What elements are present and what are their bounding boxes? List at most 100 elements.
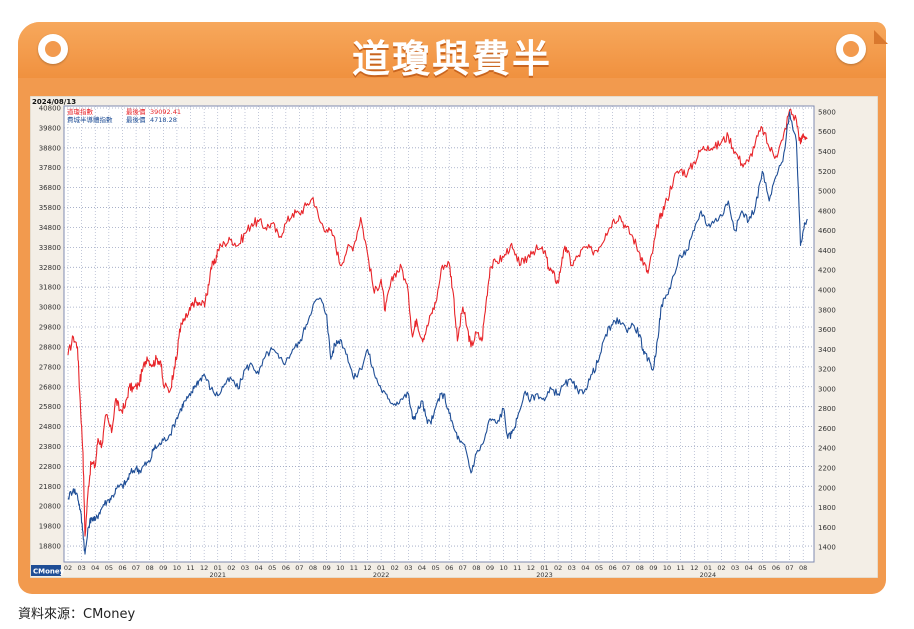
month-tick-label: 02 bbox=[391, 564, 399, 572]
legend-value-label: 最後價 bbox=[126, 107, 146, 116]
month-tick-label: 12 bbox=[690, 564, 698, 572]
left-tick-label: 39800 bbox=[39, 124, 61, 132]
left-tick-label: 32800 bbox=[39, 264, 61, 272]
banner-fold bbox=[874, 30, 888, 44]
right-tick-label: 3800 bbox=[818, 306, 836, 314]
right-tick-label: 5800 bbox=[818, 108, 836, 116]
month-tick-label: 06 bbox=[118, 564, 126, 572]
month-tick-label: 04 bbox=[254, 564, 262, 572]
month-tick-label: 07 bbox=[622, 564, 630, 572]
year-tick-label: 2023 bbox=[536, 571, 553, 578]
month-tick-label: 09 bbox=[159, 564, 167, 572]
right-tick-label: 2200 bbox=[818, 465, 836, 473]
month-tick-label: 08 bbox=[146, 564, 154, 572]
month-tick-label: 06 bbox=[282, 564, 290, 572]
left-tick-label: 20800 bbox=[39, 503, 61, 511]
right-tick-label: 5400 bbox=[818, 148, 836, 156]
month-tick-label: 05 bbox=[268, 564, 276, 572]
month-tick-label: 07 bbox=[295, 564, 303, 572]
month-tick-label: 12 bbox=[527, 564, 535, 572]
right-tick-label: 2400 bbox=[818, 445, 836, 453]
legend-value-label: 最後價 bbox=[126, 115, 146, 124]
month-tick-label: 09 bbox=[323, 564, 331, 572]
month-tick-label: 11 bbox=[677, 564, 685, 572]
month-tick-label: 07 bbox=[785, 564, 793, 572]
title-banner: 道瓊與費半 bbox=[18, 22, 888, 84]
right-tick-label: 4400 bbox=[818, 247, 836, 255]
right-tick-label: 5000 bbox=[818, 188, 836, 196]
month-tick-label: 11 bbox=[350, 564, 358, 572]
month-tick-label: 03 bbox=[77, 564, 85, 572]
month-tick-label: 01 bbox=[214, 564, 222, 572]
right-tick-label: 3400 bbox=[818, 346, 836, 354]
right-tick-label: 4600 bbox=[818, 227, 836, 235]
left-tick-label: 27800 bbox=[39, 363, 61, 371]
month-tick-label: 02 bbox=[64, 564, 72, 572]
month-tick-label: 02 bbox=[227, 564, 235, 572]
month-tick-label: 01 bbox=[704, 564, 712, 572]
right-tick-label: 3600 bbox=[818, 326, 836, 334]
month-tick-label: 09 bbox=[486, 564, 494, 572]
month-tick-label: 10 bbox=[336, 564, 344, 572]
year-tick-label: 2022 bbox=[373, 571, 390, 578]
month-tick-label: 08 bbox=[472, 564, 480, 572]
page-title: 道瓊與費半 bbox=[351, 36, 552, 81]
chart: 18800 19800 20800 21800 22800 23800 24800 25800… bbox=[30, 96, 878, 578]
watermark-label: CMoney bbox=[33, 568, 65, 576]
right-tick-label: 3000 bbox=[818, 385, 836, 393]
watermark-box bbox=[31, 565, 61, 576]
month-tick-label: 04 bbox=[581, 564, 589, 572]
title-banner-fill bbox=[18, 22, 886, 78]
sox-line bbox=[67, 111, 808, 555]
month-tick-label: 02 bbox=[554, 564, 562, 572]
month-tick-label: 12 bbox=[200, 564, 208, 572]
legend-name: 道瓊指數 bbox=[67, 107, 94, 116]
date-label: 2024/08/13 bbox=[32, 98, 76, 106]
month-tick-label: 08 bbox=[636, 564, 644, 572]
right-tick-label: 2800 bbox=[818, 405, 836, 413]
month-tick-label: 09 bbox=[649, 564, 657, 572]
left-tick-label: 23800 bbox=[39, 443, 61, 451]
left-circle-icon bbox=[38, 34, 68, 64]
plot-area bbox=[63, 105, 815, 563]
month-tick-label: 04 bbox=[91, 564, 99, 572]
year-tick-label: 2024 bbox=[700, 571, 717, 578]
month-tick-label: 05 bbox=[595, 564, 603, 572]
month-tick-label: 05 bbox=[105, 564, 113, 572]
left-tick-label: 38800 bbox=[39, 144, 61, 152]
left-tick-label: 35800 bbox=[39, 204, 61, 212]
left-tick-label: 31800 bbox=[39, 284, 61, 292]
dow-jones-line bbox=[67, 108, 808, 537]
right-tick-label: 1800 bbox=[818, 504, 836, 512]
month-tick-label: 10 bbox=[500, 564, 508, 572]
left-tick-label: 28800 bbox=[39, 343, 61, 351]
left-tick-label: 37800 bbox=[39, 164, 61, 172]
left-tick-label: 36800 bbox=[39, 184, 61, 192]
left-tick-label: 40800 bbox=[39, 104, 61, 112]
left-tick-label: 30800 bbox=[39, 304, 61, 312]
source-note: 資料來源：CMoney bbox=[18, 607, 136, 622]
month-tick-label: 10 bbox=[173, 564, 181, 572]
month-tick-label: 03 bbox=[241, 564, 249, 572]
month-tick-label: 10 bbox=[663, 564, 671, 572]
right-tick-label: 4200 bbox=[818, 267, 836, 275]
right-tick-label: 3200 bbox=[818, 366, 836, 374]
month-tick-label: 05 bbox=[758, 564, 766, 572]
year-tick-label: 2021 bbox=[209, 571, 226, 578]
month-tick-label: 03 bbox=[404, 564, 412, 572]
left-tick-label: 34800 bbox=[39, 224, 61, 232]
right-tick-label: 4800 bbox=[818, 207, 836, 215]
right-tick-label: 5200 bbox=[818, 168, 836, 176]
left-tick-label: 21800 bbox=[39, 483, 61, 491]
month-tick-label: 06 bbox=[445, 564, 453, 572]
month-tick-label: 06 bbox=[772, 564, 780, 572]
left-tick-label: 33800 bbox=[39, 244, 61, 252]
left-tick-label: 26800 bbox=[39, 383, 61, 391]
right-tick-label: 5600 bbox=[818, 128, 836, 136]
month-tick-label: 06 bbox=[608, 564, 616, 572]
right-circle-icon bbox=[836, 34, 866, 64]
right-tick-label: 1600 bbox=[818, 524, 836, 532]
month-tick-label: 12 bbox=[363, 564, 371, 572]
month-tick-label: 03 bbox=[568, 564, 576, 572]
month-tick-label: 02 bbox=[717, 564, 725, 572]
